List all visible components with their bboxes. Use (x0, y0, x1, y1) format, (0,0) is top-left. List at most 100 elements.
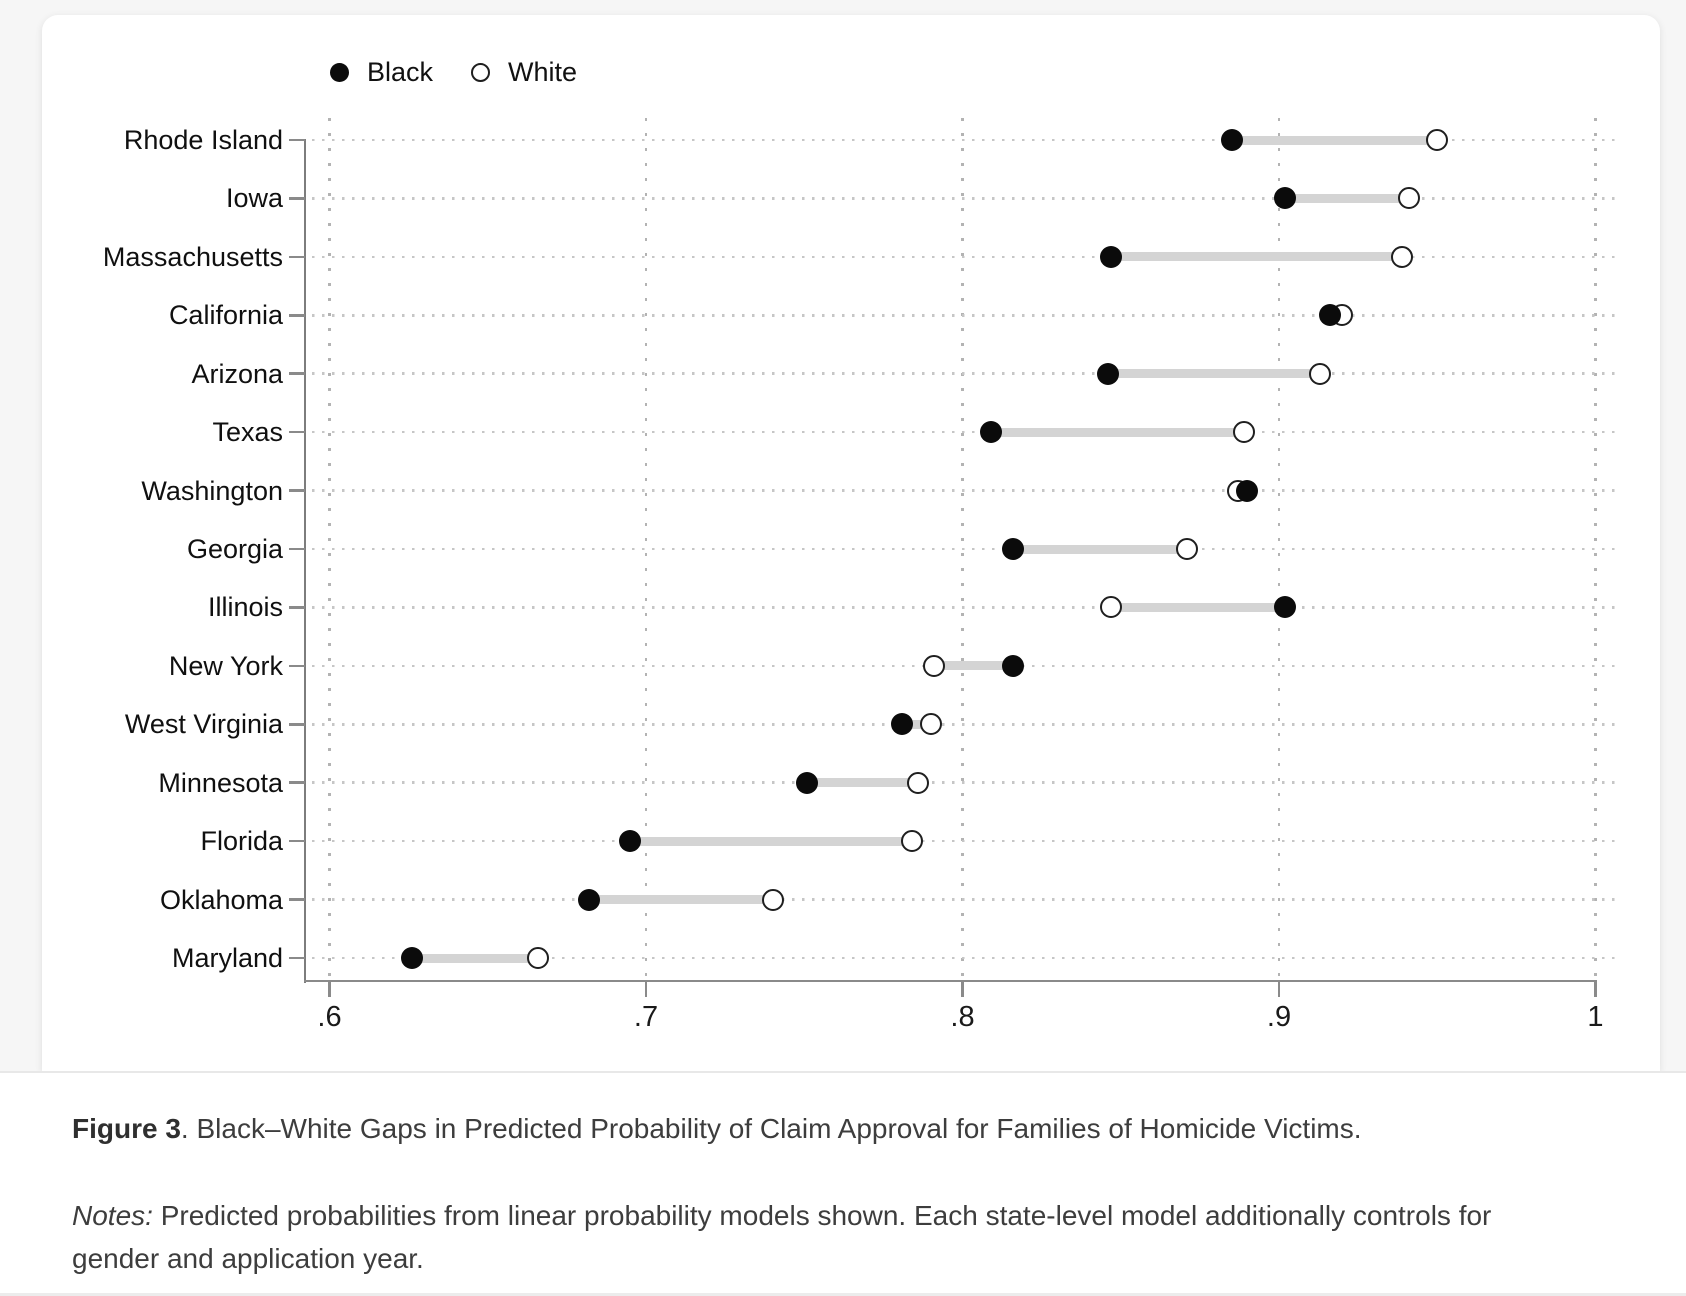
white-dot-arizona (1309, 362, 1332, 385)
y-axis-tick (289, 138, 305, 142)
x-tick-label: .9 (1266, 1001, 1292, 1033)
x-tick-label: 1 (1587, 1001, 1604, 1033)
state-label-georgia: Georgia (186, 534, 283, 564)
row-gridline (312, 197, 1617, 200)
white-dot-west-virginia (919, 713, 942, 736)
state-label-minnesota: Minnesota (158, 767, 283, 798)
legend-item-black: Black (330, 57, 433, 88)
y-axis-tick (289, 547, 305, 551)
dumbbell-connector (630, 836, 912, 846)
white-dot-massachusetts (1391, 245, 1414, 268)
white-dot-rhode-island (1426, 129, 1449, 151)
dumbbell-connector (1111, 252, 1403, 262)
state-label-arizona: Arizona (191, 358, 283, 389)
row-gridline (312, 898, 1617, 901)
y-axis-tick (289, 372, 305, 375)
black-dot-iowa (1274, 187, 1297, 210)
x-axis-line (303, 979, 1597, 983)
white-dot-illinois (1100, 596, 1123, 619)
x-axis-tick-.9 (1277, 982, 1281, 997)
y-axis-line (303, 139, 307, 983)
dumbbell-connector (807, 778, 919, 788)
black-dot-washington (1236, 479, 1259, 502)
x-tick-label: .6 (317, 1001, 342, 1033)
row-gridline (312, 489, 1617, 492)
black-dot-west-virginia (891, 713, 914, 736)
row-gridline (312, 606, 1617, 609)
figure-caption: Figure 3. Black–White Gaps in Predicted … (72, 1113, 1617, 1145)
row-gridline (312, 314, 1617, 317)
caption-section: Figure 3. Black–White Gaps in Predicted … (0, 1073, 1686, 1296)
y-axis-tick (289, 898, 305, 901)
dumbbell-connector (1111, 602, 1286, 612)
y-axis-tick (289, 314, 305, 317)
state-label-california: California (168, 300, 283, 331)
white-dot-iowa (1397, 187, 1420, 210)
figure-card (42, 15, 1660, 1071)
white-dot-minnesota (907, 771, 930, 794)
row-gridline (312, 547, 1617, 551)
y-axis-tick (289, 956, 305, 960)
black-dot-massachusetts (1100, 245, 1123, 268)
x-axis-tick-.7 (644, 982, 648, 997)
black-dot-minnesota (796, 771, 819, 794)
legend-item-white: White (471, 57, 577, 88)
black-filled-circle-icon (330, 62, 349, 82)
state-label-maryland: Maryland (171, 943, 283, 974)
black-dot-rhode-island (1220, 129, 1243, 151)
y-axis-tick (289, 723, 305, 726)
dumbbell-connector (1231, 135, 1438, 145)
dumbbell-connector (589, 895, 773, 905)
white-dot-maryland (527, 947, 550, 970)
notes-text: Predicted probabilities from linear prob… (72, 1200, 1492, 1274)
figure-number: Figure 3 (72, 1113, 181, 1144)
state-label-washington: Washington (141, 475, 283, 506)
row-gridline (312, 372, 1617, 375)
x-tick-label: .8 (950, 1001, 975, 1033)
white-dot-oklahoma (761, 888, 784, 911)
row-gridline (312, 956, 1617, 960)
white-dot-new-york (923, 654, 945, 677)
chart-legend: Black White (330, 52, 577, 92)
state-label-florida: Florida (200, 826, 283, 857)
black-dot-illinois (1274, 596, 1297, 619)
black-dot-texas (979, 421, 1002, 444)
dumbbell-connector (1013, 544, 1188, 554)
x-axis-tick-1 (1594, 982, 1597, 997)
white-dot-florida (900, 830, 923, 853)
notes-label: Notes: (72, 1200, 153, 1231)
y-axis-tick (289, 606, 305, 609)
dumbbell-connector (411, 953, 539, 963)
black-dot-maryland (400, 947, 423, 970)
legend-label-white: White (508, 56, 578, 87)
y-axis-tick (289, 839, 305, 843)
y-axis-tick (289, 197, 305, 200)
state-label-illinois: Illinois (207, 592, 283, 623)
black-dot-oklahoma (578, 888, 601, 911)
state-label-iowa: Iowa (225, 183, 283, 214)
dumbbell-connector (934, 661, 1014, 671)
dumbbell-connector (990, 427, 1245, 437)
y-axis-tick (289, 781, 305, 784)
y-axis-tick (289, 489, 305, 492)
row-gridline (312, 138, 1617, 142)
white-dot-texas (1233, 421, 1256, 444)
row-gridline (312, 430, 1617, 434)
y-axis-tick (289, 255, 305, 259)
white-open-circle-icon (471, 62, 491, 82)
legend-label-black: Black (367, 56, 434, 87)
black-dot-florida (619, 830, 642, 853)
state-label-massachusetts: Massachusetts (102, 241, 283, 272)
figure-notes: Notes: Predicted probabilities from line… (72, 1194, 1617, 1280)
section-divider (0, 1071, 1686, 1073)
black-dot-new-york (1002, 654, 1025, 677)
y-axis-tick (289, 430, 305, 434)
state-label-texas: Texas (212, 417, 283, 448)
black-dot-california (1318, 304, 1341, 327)
x-axis-tick-.8 (961, 982, 964, 997)
x-axis-tick-.6 (328, 982, 331, 997)
x-tick-label: .7 (633, 1001, 659, 1033)
row-gridline (312, 839, 1617, 843)
y-axis-tick (289, 664, 305, 668)
